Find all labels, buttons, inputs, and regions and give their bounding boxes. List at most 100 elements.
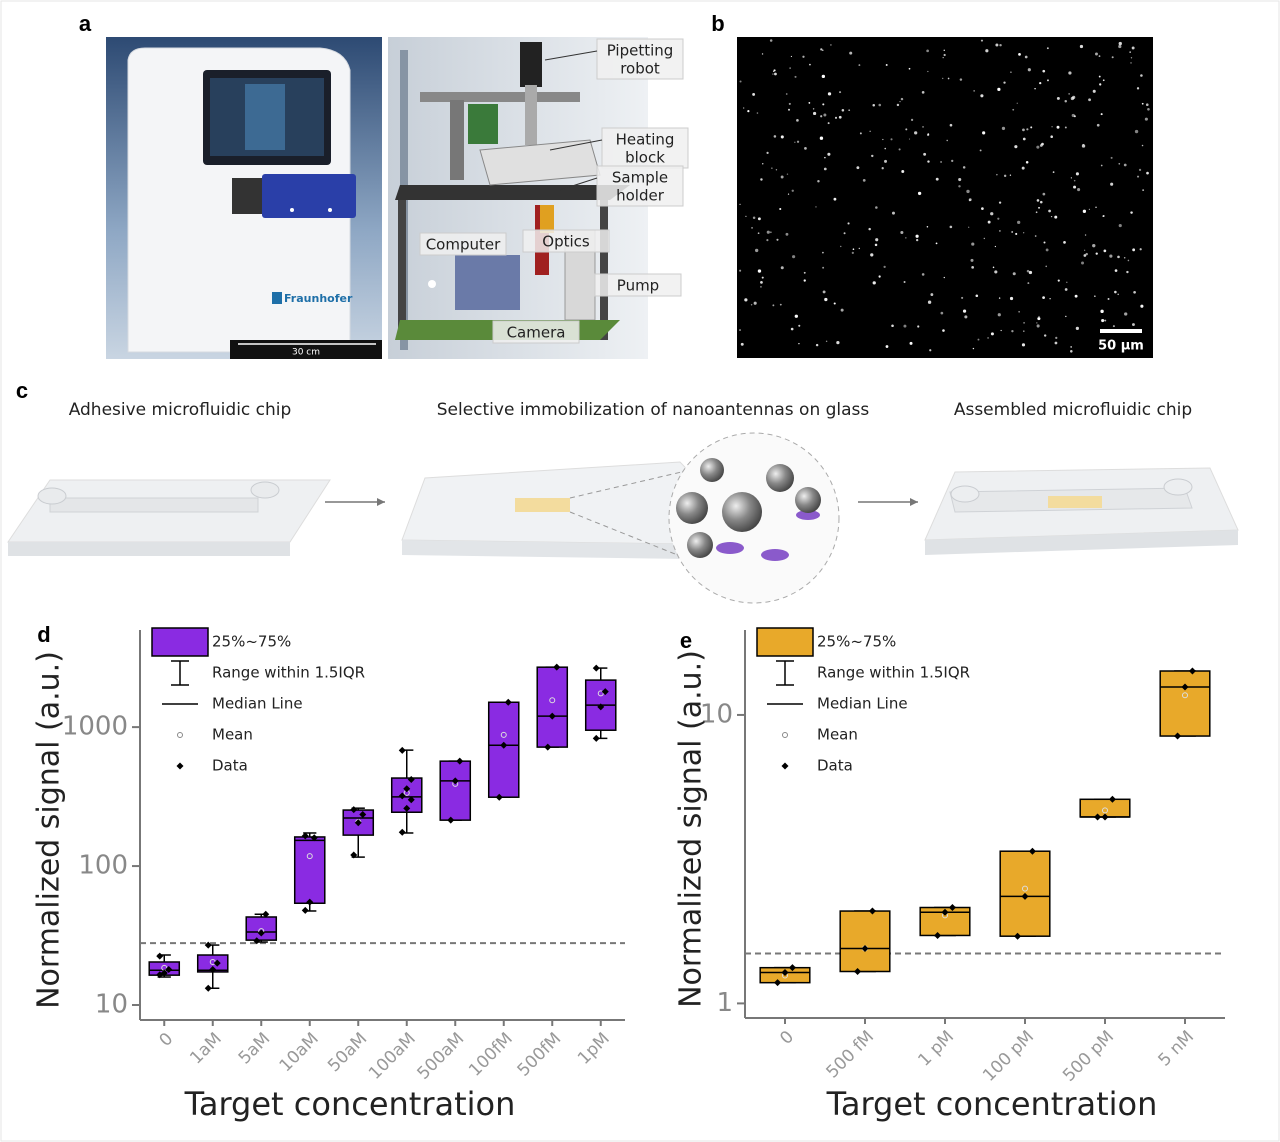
data-point (1188, 667, 1196, 675)
spot (739, 203, 741, 206)
spot (890, 138, 893, 141)
callout-text: Heating (616, 131, 675, 149)
mean-marker (549, 697, 556, 704)
spot (760, 178, 763, 181)
spot (808, 102, 811, 104)
spot (997, 217, 1000, 220)
data-point (504, 698, 512, 706)
data-point (253, 937, 261, 945)
spot (841, 108, 845, 112)
spot (942, 77, 944, 80)
spot (792, 255, 796, 259)
spot (771, 167, 773, 169)
spot (1023, 322, 1025, 324)
spot (1084, 249, 1086, 251)
box (293, 836, 326, 904)
data-point (456, 757, 464, 765)
legend-data (781, 762, 789, 770)
spot (1092, 243, 1096, 248)
spot (840, 308, 844, 312)
spot (1037, 317, 1041, 321)
callout-box (594, 273, 682, 297)
spot (1009, 174, 1012, 176)
legend-swatch (756, 627, 814, 657)
spot (1074, 294, 1078, 298)
spot (827, 122, 830, 125)
spot (1088, 208, 1090, 210)
scale-bar-label: 30 cm (292, 348, 320, 358)
spot (838, 115, 842, 119)
panel-label: c (16, 378, 28, 403)
spot (999, 230, 1001, 232)
spot (1118, 224, 1122, 228)
spot (1137, 175, 1140, 178)
data-point (774, 979, 782, 987)
spot (1042, 69, 1046, 73)
legend-label: Data (817, 757, 853, 775)
spot (1018, 52, 1021, 56)
spot (824, 156, 826, 159)
spot (823, 167, 827, 171)
spot (1082, 209, 1087, 213)
spot (1144, 117, 1148, 121)
spot (796, 140, 800, 143)
spot (935, 242, 938, 245)
spot (823, 113, 827, 117)
spot (843, 232, 846, 235)
x-axis-title: Target concentration (184, 1085, 516, 1123)
spot (1088, 98, 1091, 102)
spot (822, 103, 825, 106)
spot (917, 191, 922, 196)
spot (959, 78, 963, 81)
data-point (398, 792, 406, 800)
spot (1070, 350, 1073, 353)
spot (1042, 192, 1046, 196)
spot (1098, 75, 1101, 78)
data-point (868, 907, 876, 915)
spot (1050, 135, 1053, 139)
spot (903, 324, 907, 328)
spot (1011, 230, 1014, 233)
spot (881, 167, 884, 170)
callout-text: Sample (612, 169, 668, 187)
legend-label: Range within 1.5IQR (817, 664, 970, 682)
data-point (1181, 683, 1189, 691)
data-point (500, 741, 508, 749)
spot (943, 53, 946, 57)
spot (1118, 162, 1121, 165)
spot (803, 271, 806, 274)
micrograph (737, 37, 1153, 358)
spot (996, 173, 998, 176)
spot (1027, 282, 1030, 285)
box (439, 760, 472, 821)
spot (1009, 296, 1014, 301)
spot (923, 152, 927, 156)
callout-leader (549, 139, 603, 151)
data-point (1028, 847, 1036, 855)
spot (744, 298, 748, 302)
spot (1049, 298, 1051, 300)
spot (761, 53, 764, 55)
spot (1063, 241, 1066, 244)
spot (798, 324, 801, 327)
spot (1071, 113, 1075, 118)
data-point (495, 793, 503, 801)
panel-label: a (79, 11, 92, 36)
spot (1100, 309, 1104, 314)
spot (815, 343, 819, 347)
spot (1046, 79, 1049, 82)
spot (1022, 128, 1025, 132)
spot (1023, 330, 1025, 332)
data-point (451, 777, 459, 785)
legend-label: 25%~75% (212, 633, 291, 651)
spot (1140, 74, 1143, 77)
spot (1107, 297, 1110, 300)
spot (766, 151, 769, 155)
spot (1018, 310, 1020, 313)
spot (756, 112, 759, 114)
spot (909, 341, 913, 345)
spot (1021, 343, 1026, 347)
spot (972, 347, 975, 350)
spot (766, 239, 769, 242)
